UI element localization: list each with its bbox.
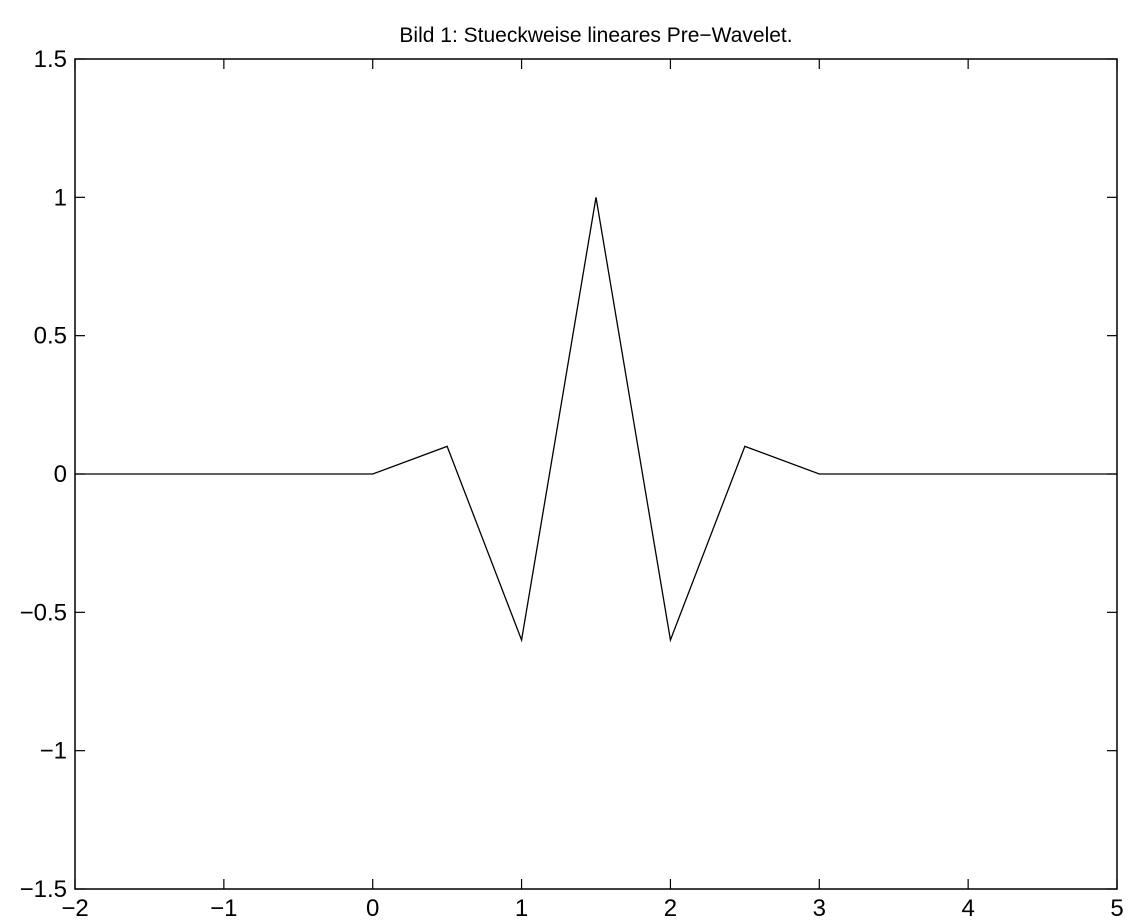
y-tick-label: 0 — [54, 461, 67, 488]
x-tick-label: 4 — [961, 895, 974, 922]
y-tick-label: 1.5 — [34, 46, 67, 73]
y-tick-label: −1 — [40, 738, 67, 765]
x-tick-label: 5 — [1110, 895, 1123, 922]
y-tick-label: 1 — [54, 184, 67, 211]
x-tick-label: −1 — [210, 895, 237, 922]
chart-title: Bild 1: Stueckweise lineares Pre−Wavelet… — [399, 24, 792, 47]
y-tick-label: −0.5 — [20, 599, 67, 626]
series-line — [75, 197, 1117, 643]
x-tick-label: 0 — [366, 895, 379, 922]
x-tick-label: 1 — [515, 895, 528, 922]
x-tick-label: 3 — [813, 895, 826, 922]
series-layer — [75, 197, 1117, 643]
y-tick-label: −1.5 — [20, 876, 67, 903]
y-tick-label: 0.5 — [34, 323, 67, 350]
axis-tick-labels: −2 −1 0 1 2 3 4 5 −1.5 −1 −0.5 0 0.5 1 1.5 — [20, 46, 1124, 922]
x-tick-label: −2 — [61, 895, 88, 922]
x-tick-label: 2 — [664, 895, 677, 922]
